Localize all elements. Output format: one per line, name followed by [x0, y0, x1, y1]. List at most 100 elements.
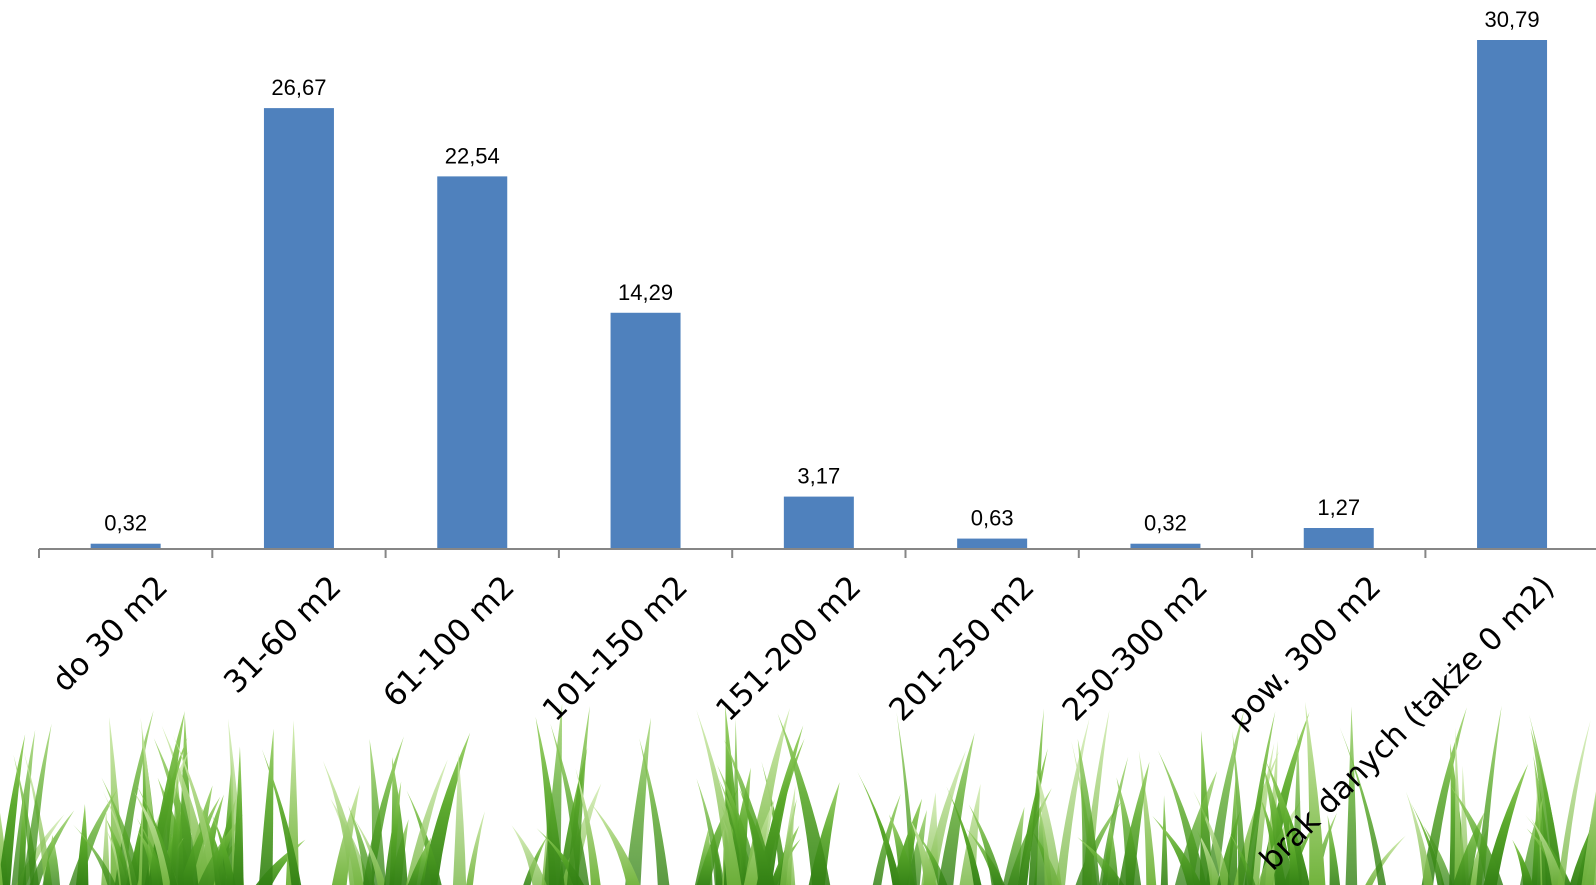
grass-blade	[22, 723, 52, 885]
grass-blade	[200, 805, 228, 885]
bar-9	[1477, 40, 1548, 550]
grass-blade	[1525, 815, 1572, 885]
grass-blade	[136, 817, 168, 885]
category-label-4: 101-150 m2	[536, 569, 695, 728]
grass-blade	[1232, 731, 1247, 885]
grass-blade	[758, 725, 804, 885]
grass-blade	[946, 786, 982, 885]
category-label-1: do 30 m2	[45, 569, 175, 699]
grass-blade	[694, 829, 713, 885]
grass-blade	[1512, 839, 1534, 885]
grass-blade	[1244, 711, 1276, 885]
grass-blade	[172, 734, 221, 885]
grass-blade	[0, 857, 3, 885]
data-label-3: 22,54	[445, 143, 500, 168]
grass-blade	[384, 781, 402, 885]
grass-blade	[872, 793, 901, 885]
grass-blade	[73, 824, 116, 885]
grass-blade	[232, 746, 244, 885]
grass-blade	[1305, 701, 1326, 885]
bar-5	[783, 496, 854, 549]
category-label-7: 250-300 m2	[1056, 569, 1215, 728]
grass-blade	[101, 777, 143, 885]
grass-blade	[1405, 791, 1434, 885]
category-label-6: 201-250 m2	[882, 569, 1041, 728]
grass-blade	[968, 804, 1004, 885]
grass-blade	[639, 738, 670, 885]
grass-blade	[1483, 763, 1529, 885]
grass-blade	[1152, 815, 1202, 885]
grass-blade	[1116, 777, 1142, 885]
grass-blade	[1160, 795, 1168, 885]
grass-blade	[140, 717, 159, 885]
grass-blade	[1193, 790, 1232, 885]
grass-blade	[1228, 831, 1256, 885]
grass-blade	[1345, 706, 1358, 885]
grass-blade	[69, 788, 118, 885]
bar-8	[1303, 528, 1374, 549]
data-label-6: 0,63	[971, 506, 1014, 531]
bar-4	[610, 312, 681, 549]
bar-1	[90, 543, 161, 549]
grass-blade	[889, 814, 916, 885]
category-label-3: 61-100 m2	[376, 569, 521, 714]
value-labels-group: 0,32 26,67 22,54 14,29 3,17 0,63 0,32 1,27 30,79	[104, 7, 1539, 536]
grass-blade	[1365, 835, 1406, 885]
grass-blade	[1262, 763, 1294, 885]
grass-blade	[258, 728, 274, 885]
grass-blade	[1410, 802, 1445, 885]
grass-blade	[1339, 727, 1386, 885]
category-label-8: pow. 300 m2	[1222, 569, 1389, 736]
grass-blade	[717, 765, 761, 885]
data-label-5: 3,17	[797, 464, 840, 489]
grass-blade	[590, 802, 641, 885]
data-label-9: 30,79	[1485, 7, 1540, 32]
grass-blade	[857, 771, 902, 885]
x-axis	[38, 548, 1596, 558]
grass-blade	[1529, 714, 1563, 885]
grass-blade	[696, 778, 725, 885]
grass-blade	[42, 835, 61, 885]
grass-blade	[17, 792, 27, 885]
data-label-4: 14,29	[618, 280, 673, 305]
grass-blade	[1530, 818, 1565, 885]
category-label-9: brak danych (także 0 m2)	[1253, 569, 1562, 878]
grass-blade	[1002, 806, 1025, 885]
bar-7	[1130, 543, 1201, 549]
grass-blade	[938, 732, 975, 885]
grass-blade	[1197, 830, 1222, 885]
grass-blade	[76, 804, 89, 885]
grass-blade	[369, 738, 386, 885]
grass-blade	[322, 760, 364, 885]
grass-blade	[169, 771, 185, 885]
grass-blade	[261, 749, 302, 885]
grass-blade	[1017, 748, 1048, 885]
grass-blade	[910, 819, 937, 885]
category-label-2: 31-60 m2	[217, 569, 348, 700]
grass-blade	[348, 805, 375, 885]
data-label-2: 26,67	[271, 75, 326, 100]
grass-blade	[179, 796, 221, 885]
grass-blade	[1077, 738, 1100, 885]
grass-blade	[420, 732, 471, 885]
grass-blade	[1327, 815, 1341, 885]
grass-blade	[352, 816, 386, 885]
grass-blade	[511, 825, 547, 885]
grass-blade	[1454, 727, 1463, 885]
grass-blade	[1581, 791, 1596, 885]
grass-blade	[1028, 708, 1044, 885]
grass-blade	[407, 837, 432, 885]
grass-blade	[723, 739, 775, 885]
grass-blade	[959, 783, 981, 885]
category-label-5: 151-200 m2	[709, 569, 868, 728]
bar-3	[437, 176, 508, 549]
grass-blade	[1266, 761, 1310, 885]
grass-blade	[1557, 720, 1591, 885]
grass-blade	[212, 815, 236, 885]
data-label-1: 0,32	[104, 511, 147, 536]
grass-blade	[1450, 786, 1504, 885]
grass-blade	[466, 811, 485, 885]
grass-blade	[452, 753, 467, 885]
grass-blade	[915, 830, 948, 885]
